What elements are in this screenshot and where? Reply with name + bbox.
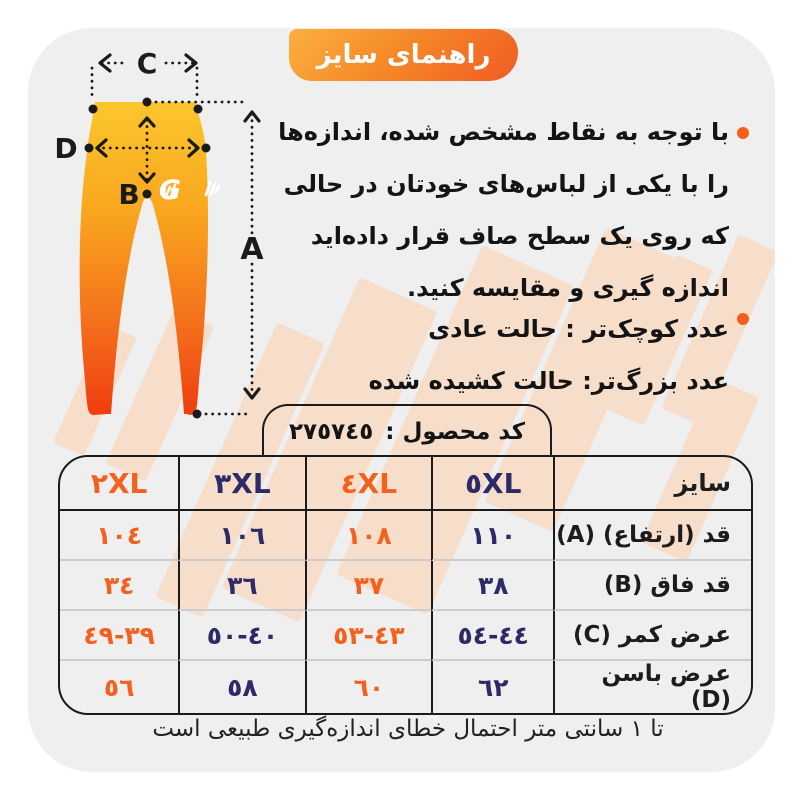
bullet-dot — [737, 127, 749, 139]
row-label-hip-width: عرض باسن (D) — [553, 661, 751, 713]
anchor-dot — [142, 97, 152, 107]
measure-label-c: C — [137, 47, 158, 80]
measure-c-guides — [90, 66, 199, 100]
table-cell: ٤٠-٥٠ — [178, 611, 305, 661]
anchor-dot — [88, 104, 98, 114]
arrowhead — [243, 110, 261, 123]
product-code-bubble: کد محصول : ٢٧٥٧٤٥ — [262, 404, 552, 457]
product-code-label: کد محصول : — [385, 418, 525, 445]
bullet-dot — [737, 313, 749, 325]
value-range: ٤٠-٥٠ — [206, 620, 279, 650]
table-cell: ٥٨ — [178, 661, 304, 713]
pants-brand-logo: G — [159, 175, 221, 206]
arrowhead — [184, 53, 198, 73]
instruction-line: را با یکی از لباس‌های خودتان در حالی — [283, 170, 729, 198]
arrowhead — [138, 116, 156, 128]
legend-paragraph: عدد کوچک‌تر : حالت عادی عدد بزرگ‌تر: حال… — [279, 303, 729, 407]
arrowhead — [243, 387, 261, 400]
table-cell: ١٠٨ — [304, 511, 432, 561]
pants-measurement-diagram: G — [54, 47, 264, 419]
instruction-line: اندازه گیری و مقایسه کنید. — [407, 274, 729, 302]
size-label: ٢XL — [90, 466, 148, 500]
table-cell: ٣٦ — [178, 561, 305, 611]
size-label: ٤XL — [340, 466, 398, 500]
legend-line: عدد بزرگ‌تر: حالت کشیده شده — [368, 367, 729, 395]
measure-label-a: A — [240, 232, 264, 267]
table-cell: ٣٩-٤٩ — [60, 611, 179, 661]
legend-line: عدد کوچک‌تر : حالت عادی — [428, 315, 729, 343]
table-cell: ٤٤-٥٤ — [431, 611, 554, 661]
table-header-3xl: ٣XL — [178, 457, 305, 511]
value-range: ٤٤-٥٤ — [457, 620, 529, 650]
measure-label-b: B — [118, 178, 139, 211]
size-guide-badge: راهنمای سایز — [289, 29, 518, 81]
table-cell: ١٠٤ — [60, 511, 179, 561]
table-cell: ٦٠ — [304, 661, 431, 713]
instruction-paragraph: با توجه به نقاط مشخص شده، اندازه‌ها را ب… — [278, 106, 729, 314]
row-label-rise: قد فاق (B) — [553, 561, 751, 611]
row-label-waist-width: عرض کمر (C) — [553, 611, 751, 661]
instruction-line: که روی یک سطح صاف قرار داده‌اید — [310, 222, 729, 250]
table-header-size: سایز — [553, 457, 751, 511]
instruction-line: با توجه به نقاط مشخص شده، اندازه‌ها — [278, 118, 729, 146]
size-table: سایز ٥XL ٤XL ٣XL ٢XL قد (ارتفاع) (A) ١١٠… — [58, 455, 753, 715]
measurement-error-note: تا ١ سانتی متر احتمال خطای اندازه‌گیری ط… — [152, 716, 664, 742]
table-cell: ٦٢ — [431, 661, 553, 713]
anchor-dot — [193, 104, 203, 114]
arrowhead — [138, 172, 156, 184]
size-label: ٣XL — [214, 466, 271, 500]
anchor-dot — [84, 143, 94, 153]
anchor-dot — [201, 143, 211, 153]
table-header-5xl: ٥XL — [431, 457, 554, 511]
product-code-value: ٢٧٥٧٤٥ — [289, 418, 374, 445]
table-cell: ١١٠ — [431, 511, 554, 561]
table-cell: ٤٣-٥٣ — [304, 611, 432, 661]
table-cell: ٣٨ — [431, 561, 554, 611]
size-guide-badge-label: راهنمای سایز — [316, 40, 491, 70]
anchor-dot — [192, 409, 202, 419]
table-cell: ٣٧ — [304, 561, 432, 611]
anchor-dot — [142, 189, 152, 199]
table-header-2xl: ٢XL — [60, 457, 179, 511]
size-label: ٥XL — [464, 466, 522, 500]
table-cell: ١٠٦ — [178, 511, 305, 561]
row-label-height: قد (ارتفاع) (A) — [553, 511, 751, 561]
arrowhead — [95, 138, 108, 158]
measure-label-d: D — [54, 132, 77, 165]
pants-logo-letter: G — [159, 175, 181, 206]
arrowhead — [98, 53, 112, 73]
value-range: ٣٩-٤٩ — [83, 620, 155, 650]
table-cell: ٥٦ — [103, 672, 135, 702]
background-card — [28, 28, 775, 772]
value-range: ٤٣-٥٣ — [333, 620, 405, 650]
table-header-4xl: ٤XL — [304, 457, 432, 511]
arrowhead — [187, 138, 200, 158]
table-cell: ٣٤ — [60, 561, 179, 611]
pants-shape — [79, 102, 209, 415]
